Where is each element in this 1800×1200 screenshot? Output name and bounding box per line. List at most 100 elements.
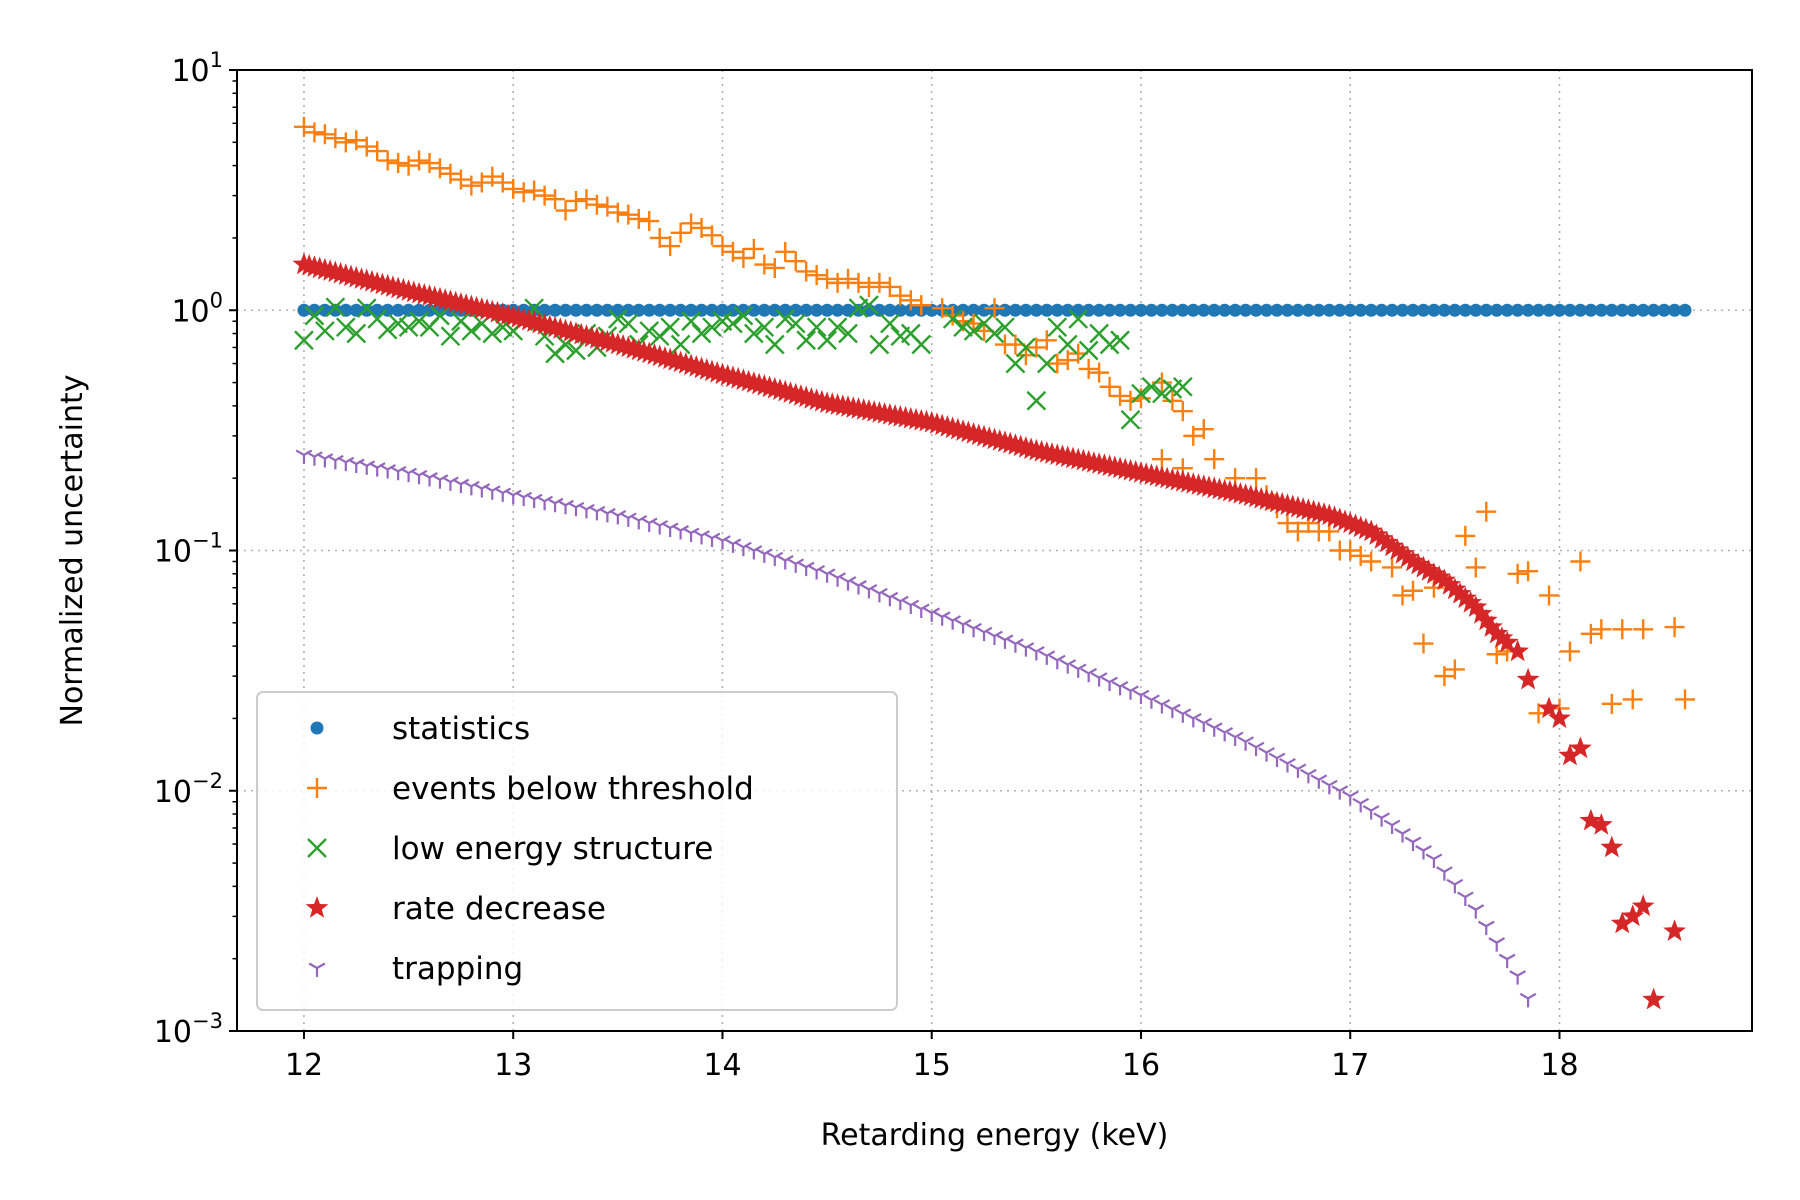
statistics-point <box>1071 303 1085 317</box>
rate-decrease-point <box>1600 835 1624 858</box>
events-below-threshold-point <box>1110 385 1131 406</box>
trapping-point <box>421 472 438 487</box>
series-rate-decrease <box>292 252 1686 1010</box>
statistics-point <box>579 303 593 317</box>
low-energy-structure-point <box>838 323 858 344</box>
axis-ticks: 12 13 14 15 16 17 18 101 100 10−1 10−2 10−3 <box>154 48 1579 1083</box>
statistics-point <box>1050 303 1064 317</box>
events-below-threshold-point <box>942 305 963 326</box>
low-energy-structure-point <box>1068 309 1089 329</box>
low-energy-structure-point <box>691 323 712 344</box>
statistics-point <box>1197 303 1211 317</box>
low-energy-structure-point <box>607 309 628 329</box>
statistics-point <box>831 303 845 317</box>
trapping-point <box>1279 758 1296 773</box>
events-below-threshold-point <box>743 238 764 259</box>
statistics-point <box>1270 303 1284 317</box>
statistics-point <box>1427 303 1441 317</box>
low-energy-structure-point <box>702 317 722 338</box>
statistics-point <box>1312 303 1326 317</box>
events-below-threshold-point <box>398 155 419 176</box>
trapping-point <box>337 456 355 472</box>
trapping-point <box>745 545 763 560</box>
rate-decrease-point <box>1548 706 1571 729</box>
rate-decrease-point <box>1480 615 1503 637</box>
trapping-point <box>1080 667 1098 683</box>
events-below-threshold-point <box>984 298 1005 319</box>
trapping-point <box>1436 866 1453 881</box>
statistics-point <box>1448 303 1462 317</box>
low-energy-structure-point <box>911 334 932 355</box>
trapping-point <box>714 535 731 550</box>
trapping-point <box>871 587 888 603</box>
events-below-threshold-point <box>607 202 628 223</box>
trapping-point <box>546 497 564 513</box>
events-below-threshold-point <box>1570 551 1591 572</box>
events-below-threshold-point <box>1507 563 1528 584</box>
trapping-point <box>1446 878 1464 894</box>
trapping-point <box>1111 680 1129 696</box>
events-below-threshold-point <box>618 204 639 225</box>
events-below-threshold-point <box>1675 689 1696 710</box>
events-below-threshold-point <box>524 180 545 201</box>
events-below-threshold-point <box>534 185 555 206</box>
trapping-point <box>368 462 386 477</box>
events-below-threshold-point <box>1476 501 1497 522</box>
events-below-threshold-point <box>754 254 775 275</box>
events-below-threshold-point <box>848 272 869 293</box>
statistics-point <box>569 303 583 317</box>
rate-decrease-point <box>1422 562 1446 584</box>
statistics-point <box>1207 303 1221 317</box>
trapping-point <box>1205 722 1223 737</box>
events-below-threshold-point <box>1580 623 1601 644</box>
trapping-point <box>1383 819 1401 835</box>
rate-decrease-point <box>1359 519 1383 542</box>
events-below-threshold-point <box>367 141 388 162</box>
trapping-point <box>902 599 920 615</box>
rate-decrease-point <box>1391 542 1414 564</box>
statistics-point <box>1239 303 1253 317</box>
trapping-point <box>1320 779 1338 795</box>
events-below-threshold-point <box>1591 619 1612 640</box>
trapping-point <box>1048 654 1066 670</box>
rate-decrease-point <box>1438 573 1461 595</box>
events-below-threshold-point <box>356 136 377 157</box>
low-energy-structure-point <box>430 305 450 326</box>
statistics-point <box>1343 303 1357 317</box>
events-below-threshold-point <box>764 257 785 278</box>
events-below-threshold-point <box>440 163 461 184</box>
events-below-threshold-point <box>1622 689 1643 710</box>
rate-decrease-point <box>1380 534 1404 557</box>
trapping-point <box>1163 703 1181 719</box>
low-energy-structure-point <box>482 323 503 344</box>
statistics-point <box>1636 303 1650 317</box>
events-below-threshold-point <box>1036 330 1057 351</box>
statistics-point <box>548 303 562 317</box>
statistics-point <box>841 303 855 317</box>
statistics-point <box>1647 303 1661 317</box>
low-energy-structure-point <box>461 321 482 341</box>
rate-decrease-point <box>1663 919 1686 941</box>
trapping-point <box>295 449 313 464</box>
events-below-threshold-point <box>513 182 534 203</box>
trapping-point <box>1310 774 1328 789</box>
trapping-point <box>1059 659 1077 674</box>
statistics-point <box>1500 303 1514 317</box>
events-below-threshold-point <box>1130 388 1151 409</box>
statistics-point <box>632 303 646 317</box>
events-below-threshold-point <box>1047 353 1068 374</box>
statistics-point <box>653 303 667 317</box>
statistics-point <box>1333 303 1347 317</box>
trapping-point <box>599 507 616 523</box>
statistics-point <box>1082 303 1096 317</box>
events-below-threshold-point <box>733 247 754 268</box>
trapping-point <box>839 576 857 591</box>
statistics-point <box>1552 303 1566 317</box>
rate-decrease-point <box>1396 545 1420 568</box>
trapping-point <box>578 503 595 519</box>
legend-item: rate decrease <box>305 891 606 927</box>
statistics-point <box>1040 303 1054 317</box>
statistics-point <box>1364 303 1378 317</box>
trapping-point <box>1488 937 1506 952</box>
series-events-below-threshold <box>293 116 1696 724</box>
